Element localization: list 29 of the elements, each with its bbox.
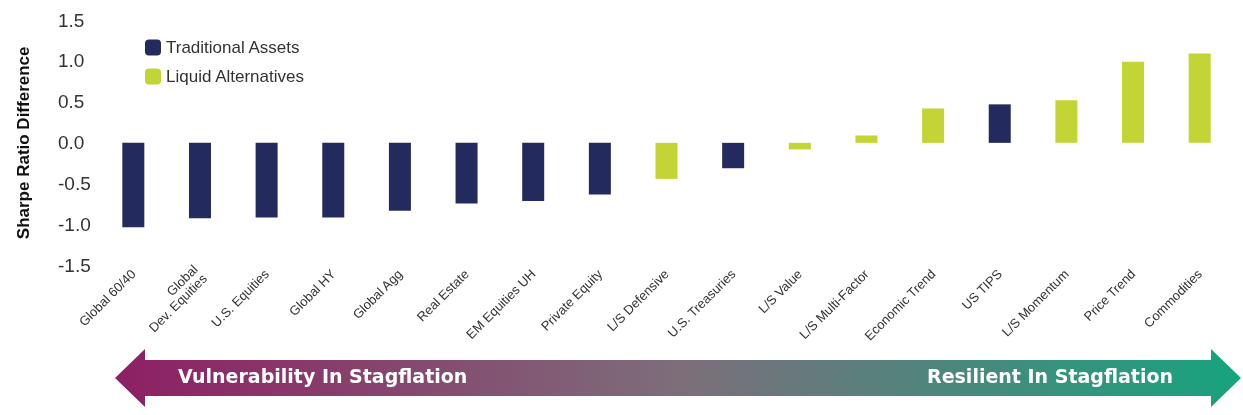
legend-label: Liquid Alternatives — [166, 67, 304, 86]
bar — [855, 135, 878, 143]
y-tick-label: 0.0 — [58, 132, 85, 154]
bar — [1122, 61, 1145, 143]
text: Resilient In Stagflation — [927, 365, 1173, 387]
y-tick-label: -0.5 — [58, 173, 91, 195]
bar — [988, 104, 1011, 143]
y-tick-label: 1.0 — [58, 50, 85, 72]
bar — [1055, 100, 1078, 143]
y-tick-label: 0.5 — [58, 91, 85, 113]
bar — [788, 142, 811, 150]
bar — [455, 142, 478, 204]
bar — [655, 142, 678, 179]
bar — [188, 142, 211, 219]
bar — [122, 142, 145, 228]
bar — [522, 142, 545, 201]
bar — [322, 142, 345, 218]
y-axis-title: Sharpe Ratio Difference — [14, 46, 33, 240]
bar — [722, 142, 745, 169]
bar — [922, 108, 945, 143]
text: Vulnerability In Stagflation — [178, 365, 468, 387]
y-tick-label: -1.5 — [58, 255, 91, 277]
y-tick-label: 1.5 — [58, 9, 85, 31]
bar — [388, 142, 411, 211]
bar — [1188, 53, 1211, 143]
bar — [255, 142, 278, 218]
legend-label: Traditional Assets — [166, 38, 300, 57]
y-tick-label: -1.0 — [58, 214, 91, 236]
bar — [588, 142, 611, 195]
